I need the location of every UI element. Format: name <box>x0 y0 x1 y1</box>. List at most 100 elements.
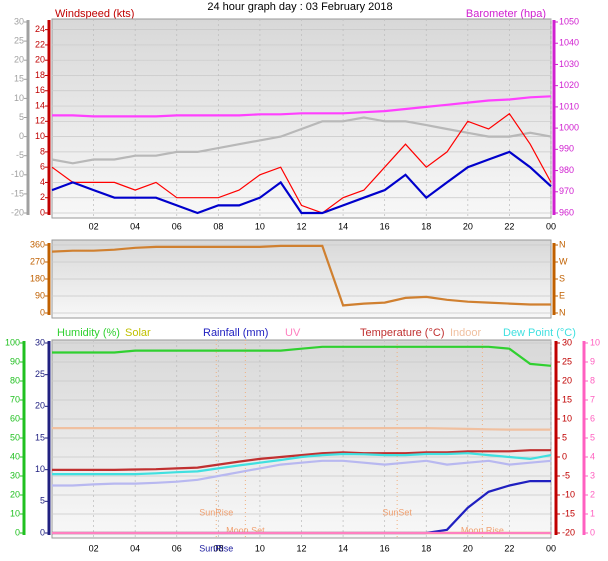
y-tick-label: 30 <box>10 470 20 480</box>
y-tick-label: 0 <box>40 207 45 217</box>
x-tick-label: 12 <box>296 221 306 231</box>
y2-tick-label: S <box>559 273 565 283</box>
y4-tick-label: 7 <box>590 394 595 404</box>
chart-title: 24 hour graph day : 03 February 2018 <box>207 1 392 13</box>
y-tick-label: 8 <box>40 146 45 156</box>
x-tick-label: 20 <box>463 221 473 231</box>
y3-tick-label: -20 <box>11 207 24 217</box>
y-tick-label: 270 <box>30 256 45 266</box>
annotation: SunRise <box>199 507 233 517</box>
y-tick-label: 80 <box>10 375 20 385</box>
y3-tick-label: 15 <box>14 74 24 84</box>
y-tick-label: 90 <box>10 356 20 366</box>
y4-tick-label: 9 <box>590 356 595 366</box>
x-tick-label: 06 <box>172 543 182 553</box>
y-tick-label: 22 <box>35 39 45 49</box>
series-line <box>52 459 552 487</box>
y-tick-label: 16 <box>35 85 45 95</box>
y2-tick-label: 990 <box>559 144 574 154</box>
y4-tick-label: 2 <box>590 489 595 499</box>
y-tick-label: 100 <box>5 337 20 347</box>
y3-tick-label: -15 <box>11 188 24 198</box>
series-line <box>51 244 551 307</box>
y3-tick-label: -5 <box>16 150 24 160</box>
y-tick-label: 14 <box>35 100 45 110</box>
x-tick-label: 10 <box>255 543 265 553</box>
y-tick-label: 180 <box>30 273 45 283</box>
y-tick-label: 18 <box>35 70 45 80</box>
x-tick-label: 04 <box>130 221 140 231</box>
y-tick-label: 2 <box>40 192 45 202</box>
legend-entry: Temperature (°C) <box>360 327 444 339</box>
series-line <box>51 116 552 165</box>
y4-tick-label: 5 <box>590 432 595 442</box>
x-tick-label: 04 <box>130 543 140 553</box>
y4-tick-label: 8 <box>590 375 595 385</box>
legend-entry: Rainfall (mm) <box>203 327 268 339</box>
x-tick-label: 22 <box>504 221 514 231</box>
y4-tick-label: 0 <box>590 527 595 537</box>
y-tick-label: 60 <box>10 413 20 423</box>
y-tick-label: 24 <box>35 24 45 34</box>
series-line <box>52 345 552 367</box>
x-tick-label: 16 <box>380 221 390 231</box>
x-annotation: SunRise <box>199 543 233 553</box>
y-tick-label: 12 <box>35 116 45 126</box>
y3-tick-label: 10 <box>35 464 45 474</box>
y3-tick-label: 0 <box>19 131 24 141</box>
x-tick-label: 00 <box>546 221 556 231</box>
y2-tick-label: -15 <box>562 508 575 518</box>
y2-tick-label: 1050 <box>559 16 579 26</box>
x-tick-label: 16 <box>380 543 390 553</box>
y2-tick-label: 5 <box>562 432 567 442</box>
y3-tick-label: 15 <box>35 432 45 442</box>
series-line <box>51 112 552 214</box>
x-tick-label: 14 <box>338 543 348 553</box>
legend-entry: Dew Point (°C) <box>503 327 576 339</box>
series-line <box>52 449 551 471</box>
annotation: SunSet <box>382 507 412 517</box>
x-tick-label: 12 <box>296 543 306 553</box>
y3-tick-label: 10 <box>14 93 24 103</box>
y2-tick-label: -10 <box>562 489 575 499</box>
plot-area <box>51 18 552 219</box>
x-tick-label: 18 <box>421 221 431 231</box>
y2-tick-label: 1010 <box>559 101 579 111</box>
x-tick-label: 06 <box>172 221 182 231</box>
y2-tick-label: 1030 <box>559 59 579 69</box>
y3-tick-label: 25 <box>14 35 24 45</box>
legend-entry: Humidity (%) <box>57 327 120 339</box>
y3-tick-label: 5 <box>40 496 45 506</box>
y2-tick-label: 960 <box>559 207 574 217</box>
y2-tick-label: 30 <box>562 337 572 347</box>
legend-entry: UV <box>285 327 301 339</box>
x-tick-label: 22 <box>504 543 514 553</box>
x-tick-label: 02 <box>89 543 99 553</box>
legend-entry: Indoor <box>450 327 482 339</box>
y2-tick-label: 15 <box>562 394 572 404</box>
y3-tick-label: 20 <box>14 55 24 65</box>
series-line <box>52 95 552 118</box>
y-tick-label: 6 <box>40 162 45 172</box>
y4-tick-label: 6 <box>590 413 595 423</box>
plot-area <box>51 339 552 539</box>
y-tick-label: 10 <box>10 508 20 518</box>
y2-tick-label: N <box>559 307 566 317</box>
x-tick-label: 02 <box>89 221 99 231</box>
y3-tick-label: 5 <box>19 112 24 122</box>
y2-tick-label: 980 <box>559 165 574 175</box>
y-axis-title: Windspeed (kts) <box>55 8 134 20</box>
y2-tick-label: 1020 <box>559 80 579 90</box>
y2-tick-label: 1000 <box>559 122 579 132</box>
y4-tick-label: 10 <box>590 337 600 347</box>
x-tick-label: 18 <box>421 543 431 553</box>
y2-tick-label: 970 <box>559 186 574 196</box>
y2-tick-label: W <box>559 256 568 266</box>
y-tick-label: 10 <box>35 131 45 141</box>
y2-tick-label: -20 <box>562 527 575 537</box>
y-tick-label: 40 <box>10 451 20 461</box>
x-tick-label: 08 <box>213 221 223 231</box>
y-tick-label: 50 <box>10 432 20 442</box>
x-tick-label: 14 <box>338 221 348 231</box>
